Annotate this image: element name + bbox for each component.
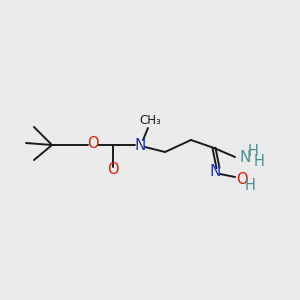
Text: H: H — [248, 143, 258, 158]
Text: H: H — [244, 178, 255, 194]
Text: N: N — [209, 164, 221, 178]
Text: O: O — [107, 163, 119, 178]
Text: N: N — [239, 149, 251, 164]
Text: N: N — [134, 137, 146, 152]
Text: CH₃: CH₃ — [139, 113, 161, 127]
Text: H: H — [254, 154, 264, 169]
Text: O: O — [87, 136, 99, 152]
Text: O: O — [236, 172, 248, 188]
